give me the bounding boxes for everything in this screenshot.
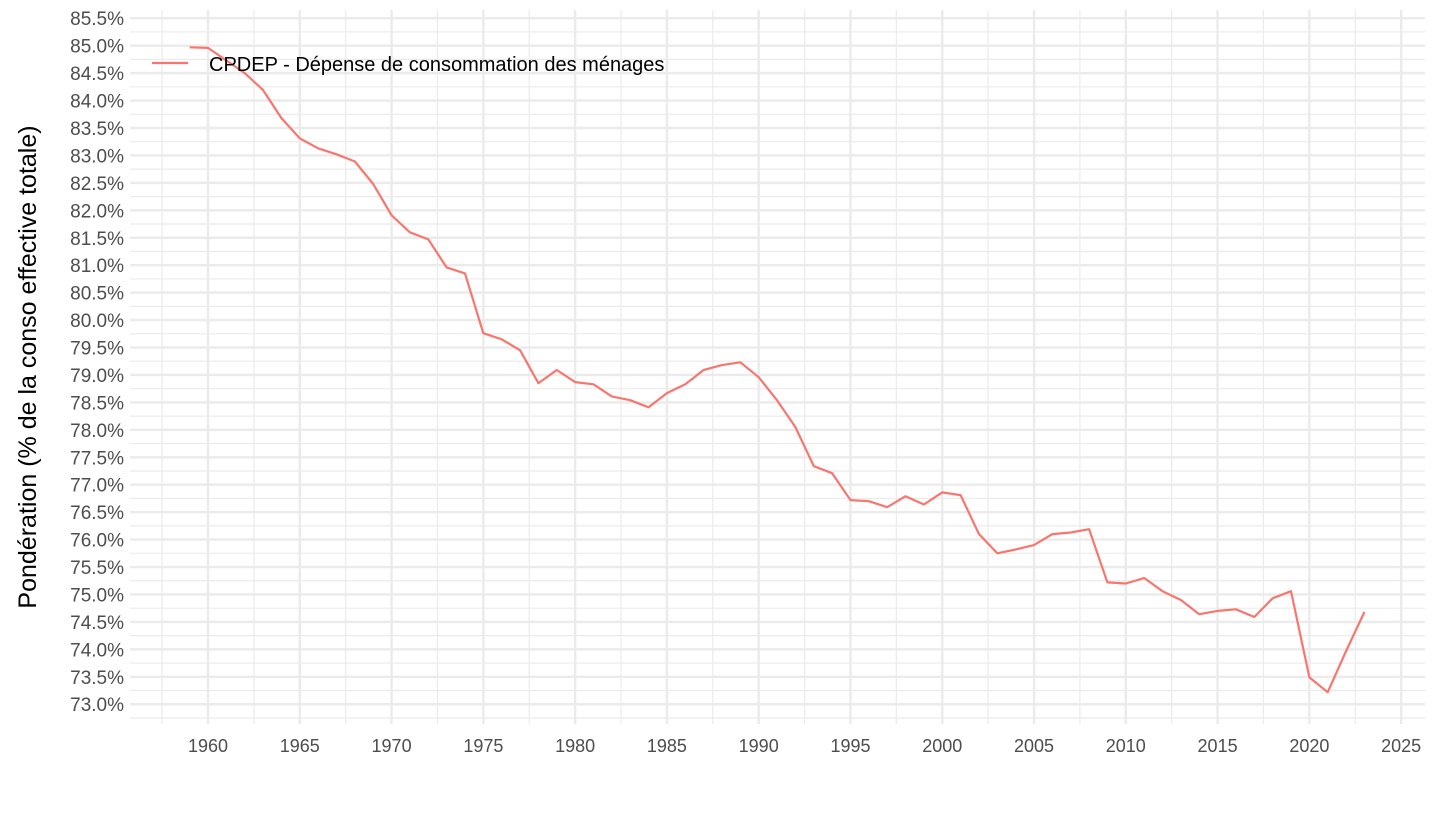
y-tick-label: 83.0% xyxy=(70,146,124,167)
x-tick-label: 2025 xyxy=(1381,736,1421,756)
y-tick-label: 83.5% xyxy=(70,119,124,140)
series-line-cpdep xyxy=(189,46,1366,694)
y-axis-ticks: 73.0% 73.5% 74.0% 74.5% 75.0% 75.5% 76.0% 76.5%… xyxy=(70,9,124,716)
x-tick-label: 2020 xyxy=(1289,736,1329,756)
y-tick-label: 79.5% xyxy=(70,339,124,360)
y-tick-label: 82.5% xyxy=(70,174,124,195)
x-tick-label: 1985 xyxy=(647,736,687,756)
minor-gridlines xyxy=(130,10,1425,724)
legend-label: CPDEP - Dépense de consommation des ména… xyxy=(209,54,664,76)
x-tick-label: 1970 xyxy=(372,736,412,756)
y-tick-label: 74.5% xyxy=(70,613,124,634)
y-tick-label: 76.5% xyxy=(70,503,124,524)
x-tick-label: 2005 xyxy=(1014,736,1054,756)
x-tick-label: 2010 xyxy=(1106,736,1146,756)
y-tick-label: 80.5% xyxy=(70,284,124,305)
y-tick-label: 84.0% xyxy=(70,92,124,113)
y-tick-label: 74.0% xyxy=(70,640,124,661)
x-tick-label: 1990 xyxy=(739,736,779,756)
y-tick-label: 81.0% xyxy=(70,256,124,277)
x-tick-label: 1975 xyxy=(463,736,503,756)
y-tick-label: 78.0% xyxy=(70,421,124,442)
x-tick-label: 2000 xyxy=(922,736,962,756)
x-tick-label: 2015 xyxy=(1198,736,1238,756)
y-tick-label: 73.5% xyxy=(70,668,124,689)
y-tick-label: 85.0% xyxy=(70,37,124,58)
legend: CPDEP - Dépense de consommation des ména… xyxy=(152,54,664,76)
y-tick-label: 77.5% xyxy=(70,448,124,469)
y-tick-label: 81.5% xyxy=(70,229,124,250)
y-tick-label: 76.0% xyxy=(70,531,124,552)
y-tick-label: 84.5% xyxy=(70,64,124,85)
x-tick-label: 1960 xyxy=(188,736,228,756)
y-tick-label: 80.0% xyxy=(70,311,124,332)
x-axis-ticks: 1960 1965 1970 1975 1980 1985 1990 1995 2000 2005… xyxy=(188,736,1421,756)
x-tick-label: 1965 xyxy=(280,736,320,756)
x-tick-label: 1980 xyxy=(555,736,595,756)
x-tick-label: 1995 xyxy=(830,736,870,756)
y-tick-label: 85.5% xyxy=(70,9,124,30)
y-tick-label: 75.5% xyxy=(70,558,124,579)
y-tick-label: 73.0% xyxy=(70,695,124,716)
major-gridlines xyxy=(130,10,1425,724)
y-tick-label: 82.0% xyxy=(70,201,124,222)
y-tick-label: 77.0% xyxy=(70,476,124,497)
y-tick-label: 75.0% xyxy=(70,585,124,606)
y-tick-label: 78.5% xyxy=(70,393,124,414)
y-axis-label: Pondération (% de la conso effective tot… xyxy=(14,125,42,608)
y-tick-label: 79.0% xyxy=(70,366,124,387)
